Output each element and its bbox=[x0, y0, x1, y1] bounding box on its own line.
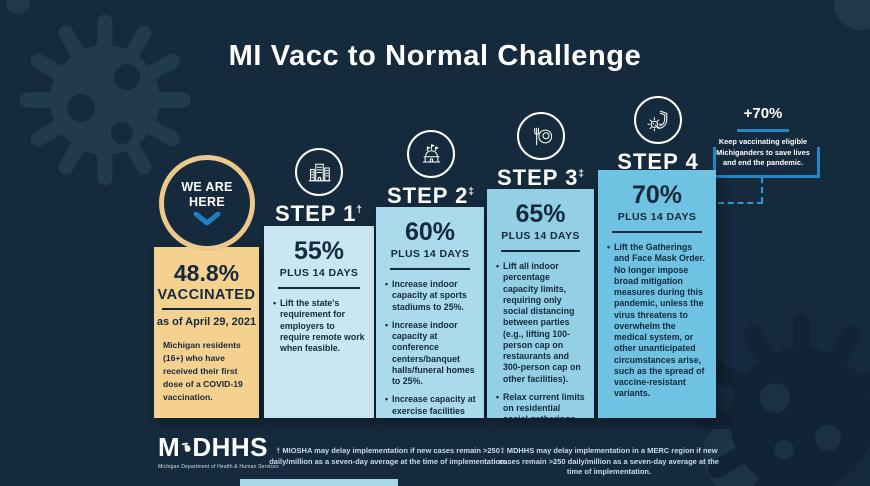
step-2-plus-label: PLUS 14 DAYS bbox=[390, 248, 470, 260]
step-1-bullets: Lift the state's requirement for employe… bbox=[264, 298, 374, 354]
step-2-bullets: Increase indoor capacity at sports stadi… bbox=[376, 279, 484, 418]
step-1-column: 55% PLUS 14 DAYS Lift the state's requir… bbox=[264, 226, 374, 418]
corner-circle bbox=[6, 0, 30, 14]
mdhhs-logo: M DHHS Michigan Department of Health & H… bbox=[158, 432, 279, 470]
step-3-percent: 65% bbox=[515, 200, 566, 228]
step-4-percent: 70% bbox=[631, 181, 683, 209]
step-1-plus-label: PLUS 14 DAYS bbox=[279, 267, 359, 279]
step-2-header: STEP 2‡ bbox=[366, 130, 496, 209]
virus-icon bbox=[695, 313, 870, 486]
step-4-title: STEP 4 bbox=[593, 149, 723, 175]
step-1-name: STEP 1 bbox=[275, 201, 357, 226]
beyond-percent: +70% bbox=[743, 105, 783, 122]
dining-icon bbox=[517, 112, 565, 160]
step-3-name: STEP 3 bbox=[497, 165, 579, 190]
logo-tagline: Michigan Department of Health & Human Se… bbox=[158, 464, 279, 470]
divider bbox=[162, 308, 251, 310]
buildings-icon bbox=[295, 148, 343, 196]
beyond-bracket bbox=[713, 147, 820, 178]
dashed-connector-horizontal bbox=[718, 202, 763, 204]
step-1-footnote-mark: † bbox=[356, 204, 363, 216]
divider bbox=[612, 231, 702, 233]
step-1-percent: 55% bbox=[293, 237, 345, 265]
footnote-double-dagger: ‡ MDHHS may delay implementation in a ME… bbox=[499, 446, 719, 476]
dashed-connector-vertical bbox=[761, 177, 763, 203]
step-2-percent: 60% bbox=[404, 218, 456, 246]
beyond-underline bbox=[737, 129, 789, 132]
bullet-item: Increase indoor capacity at conference c… bbox=[385, 320, 476, 388]
bullet-item: Lift the Gatherings and Face Mask Order.… bbox=[607, 242, 708, 400]
divider bbox=[278, 287, 360, 289]
we-are-here-label: WE ARE HERE bbox=[181, 180, 233, 209]
step-2-column: 60% PLUS 14 DAYS Increase indoor capacit… bbox=[376, 207, 484, 418]
stadium-icon bbox=[407, 130, 455, 178]
current-percent: 48.8% bbox=[173, 260, 240, 286]
bullet-item: Increase capacity at exercise facilities… bbox=[385, 394, 476, 418]
step-3-bullets: Lift all indoor percentage capacity limi… bbox=[487, 261, 594, 418]
step-3-footnote-mark: ‡ bbox=[578, 168, 585, 180]
divider bbox=[501, 250, 580, 252]
logo-prefix: M bbox=[158, 432, 181, 462]
as-of-date: as of April 29, 2021 bbox=[156, 316, 257, 328]
step-4-bullets: Lift the Gatherings and Face Mask Order.… bbox=[598, 242, 716, 400]
step-3-column: 65% PLUS 14 DAYS Lift all indoor percent… bbox=[487, 189, 594, 418]
chevron-down-icon bbox=[193, 211, 221, 226]
step-1-title: STEP 1† bbox=[254, 201, 384, 227]
bullet-item: Lift all indoor percentage capacity limi… bbox=[496, 261, 586, 385]
step-2-name: STEP 2 bbox=[387, 183, 469, 208]
bullet-item: Increase indoor capacity at sports stadi… bbox=[385, 279, 476, 313]
logo-suffix: DHHS bbox=[192, 432, 268, 462]
step-4-header: STEP 4 bbox=[593, 96, 723, 175]
step-3-header: STEP 3‡ bbox=[476, 112, 606, 191]
step-2-title: STEP 2‡ bbox=[366, 183, 496, 209]
page-title: MI Vacc to Normal Challenge bbox=[228, 40, 642, 72]
step-2-footnote-mark: ‡ bbox=[468, 186, 475, 198]
step-3-plus-label: PLUS 14 DAYS bbox=[501, 230, 580, 242]
current-label: VACCINATED bbox=[157, 287, 256, 303]
current-status-column: 48.8% VACCINATED as of April 29, 2021 Mi… bbox=[154, 247, 259, 418]
shield-virus-icon bbox=[634, 96, 682, 144]
step-4-name: STEP 4 bbox=[617, 149, 699, 174]
step-4-column: 70% PLUS 14 DAYS Lift the Gatherings and… bbox=[598, 170, 716, 418]
step-4-plus-label: PLUS 14 DAYS bbox=[617, 211, 697, 223]
michigan-state-icon bbox=[181, 442, 191, 452]
virus-icon bbox=[19, 14, 191, 186]
bullet-item: Lift the state's requirement for employe… bbox=[273, 298, 366, 354]
current-description: Michigan residents (16+) who have receiv… bbox=[163, 340, 243, 402]
divider bbox=[390, 268, 470, 270]
bullet-item: Relax current limits on residential soci… bbox=[496, 392, 586, 418]
step-3-title: STEP 3‡ bbox=[476, 165, 606, 191]
bottom-strip bbox=[240, 479, 398, 486]
corner-circle bbox=[834, 0, 870, 30]
beyond-message: Keep vaccinating eligible Michiganders t… bbox=[716, 137, 810, 168]
step-1-header: STEP 1† bbox=[254, 148, 384, 227]
we-are-here-marker: WE ARE HERE bbox=[159, 155, 255, 251]
footnote-dagger: † MIOSHA may delay implementation if new… bbox=[269, 446, 507, 466]
